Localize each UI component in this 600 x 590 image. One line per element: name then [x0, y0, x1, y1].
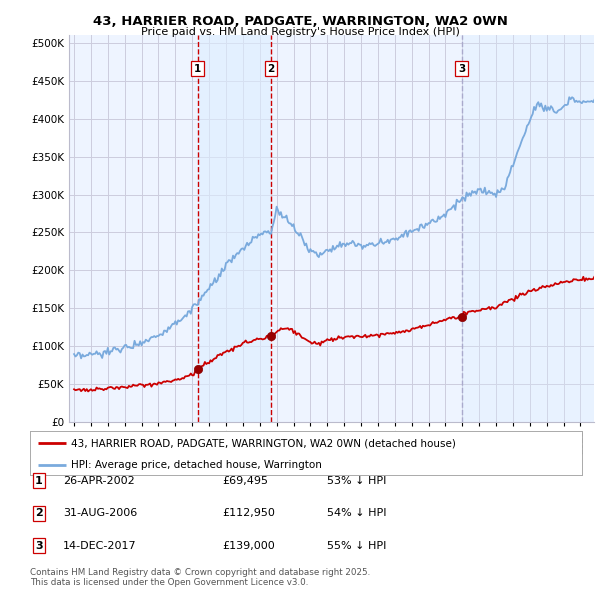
Text: Contains HM Land Registry data © Crown copyright and database right 2025.
This d: Contains HM Land Registry data © Crown c… — [30, 568, 370, 587]
Text: 1: 1 — [35, 476, 43, 486]
Text: 54% ↓ HPI: 54% ↓ HPI — [327, 509, 386, 518]
Text: HPI: Average price, detached house, Warrington: HPI: Average price, detached house, Warr… — [71, 460, 322, 470]
Text: £112,950: £112,950 — [222, 509, 275, 518]
Text: £69,495: £69,495 — [222, 476, 268, 486]
Bar — [197, 35, 271, 422]
Text: 31-AUG-2006: 31-AUG-2006 — [63, 509, 137, 518]
Text: 53% ↓ HPI: 53% ↓ HPI — [327, 476, 386, 486]
Text: 1: 1 — [194, 64, 201, 74]
Text: 2: 2 — [35, 509, 43, 518]
Text: £139,000: £139,000 — [222, 541, 275, 550]
Text: Price paid vs. HM Land Registry's House Price Index (HPI): Price paid vs. HM Land Registry's House … — [140, 27, 460, 37]
Text: 26-APR-2002: 26-APR-2002 — [63, 476, 135, 486]
Text: 3: 3 — [458, 64, 465, 74]
Text: 43, HARRIER ROAD, PADGATE, WARRINGTON, WA2 0WN (detached house): 43, HARRIER ROAD, PADGATE, WARRINGTON, W… — [71, 438, 456, 448]
Bar — [461, 35, 594, 422]
Text: 14-DEC-2017: 14-DEC-2017 — [63, 541, 137, 550]
Text: 55% ↓ HPI: 55% ↓ HPI — [327, 541, 386, 550]
Text: 2: 2 — [267, 64, 275, 74]
Text: 43, HARRIER ROAD, PADGATE, WARRINGTON, WA2 0WN: 43, HARRIER ROAD, PADGATE, WARRINGTON, W… — [92, 15, 508, 28]
Text: 3: 3 — [35, 541, 43, 550]
